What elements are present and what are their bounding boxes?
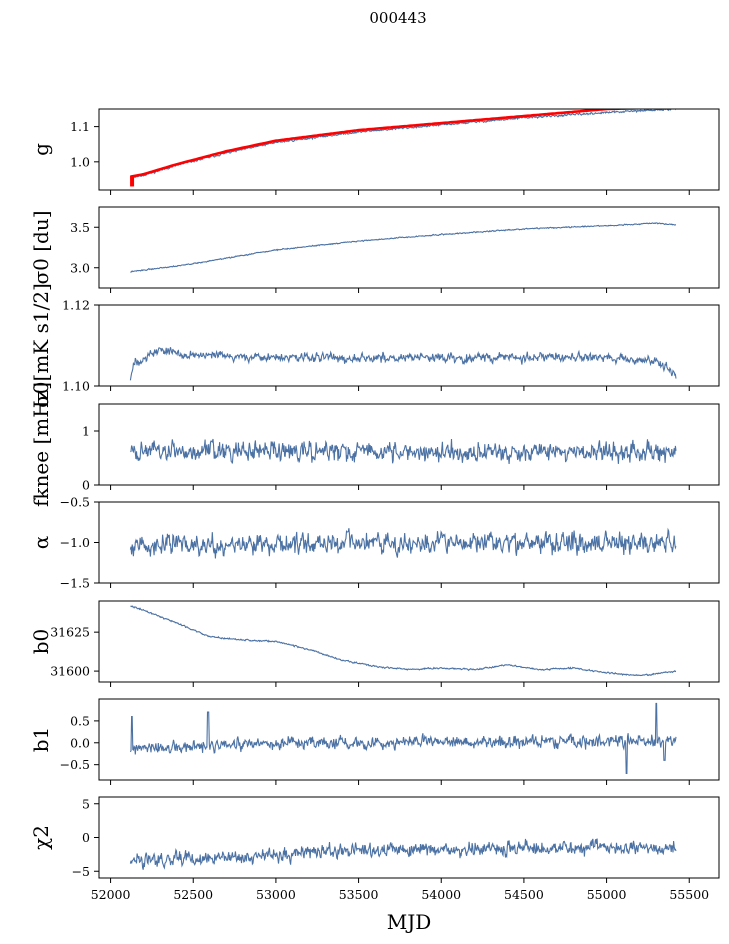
y-tick-label: 5 xyxy=(82,796,90,811)
y-axis-label: fknee [mHz] xyxy=(29,382,53,507)
series-line xyxy=(130,222,676,273)
y-axis-label: χ2 xyxy=(29,825,53,850)
series-line xyxy=(129,838,677,870)
y-tick-label: −0.5 xyxy=(60,495,90,510)
x-tick-label: 53500 xyxy=(339,887,379,902)
figure-title: 000443 xyxy=(369,9,426,27)
y-tick-label: −0.5 xyxy=(60,757,90,772)
x-tick-label: 54000 xyxy=(421,887,461,902)
panel-8: −5 0 5 χ2 xyxy=(29,796,720,883)
series-line xyxy=(129,702,677,774)
y-tick-label: 1.12 xyxy=(62,298,90,313)
panel-5: −1.5 −1.0 −0.5 α xyxy=(29,495,720,591)
y-tick-label: 0 xyxy=(82,830,90,845)
y-tick-label: 0 xyxy=(82,478,90,493)
y-tick-label: 1 xyxy=(82,424,90,439)
series-line xyxy=(130,438,677,464)
x-axis-tick-labels: 52000 52500 53000 53500 54000 54500 55000 55500 xyxy=(91,887,709,902)
y-tick-label: −5 xyxy=(72,864,90,879)
y-axis-label: σ0 [du] xyxy=(29,210,53,284)
panel-7: −0.5 0.0 0.5 b1 xyxy=(29,698,720,785)
x-tick-label: 53000 xyxy=(256,887,296,902)
panel-frame xyxy=(98,108,720,191)
y-tick-label: 0.0 xyxy=(70,735,90,750)
panel-frame xyxy=(98,403,720,486)
overlay-line xyxy=(130,109,660,178)
panel-3: 1.10 1.12 σ0[mK s1/2] xyxy=(29,283,720,408)
series-line xyxy=(129,527,677,559)
x-tick-label: 55500 xyxy=(669,887,709,902)
y-axis-label: α xyxy=(29,536,53,550)
y-tick-label: −1.0 xyxy=(60,535,90,550)
panel-4: 0 1 fknee [mHz] xyxy=(29,382,720,507)
y-tick-label: 1.1 xyxy=(70,119,90,134)
panel-frame xyxy=(98,206,720,289)
y-tick-label: 31625 xyxy=(50,625,90,640)
panel-frame xyxy=(98,698,720,781)
series-line xyxy=(130,605,677,677)
y-tick-label: 3.0 xyxy=(70,260,90,275)
x-tick-label: 54500 xyxy=(504,887,544,902)
x-axis-label: MJD xyxy=(387,910,432,934)
panel-2: 3.0 3.5 σ0 [du] xyxy=(29,206,720,293)
x-tick-label: 55000 xyxy=(587,887,627,902)
panel-frame xyxy=(98,304,720,387)
y-tick-label: 0.5 xyxy=(70,713,90,728)
series-line xyxy=(129,347,677,381)
y-tick-label: 3.5 xyxy=(70,220,90,235)
y-tick-label: 1.10 xyxy=(62,379,90,394)
panel-frame xyxy=(98,600,720,683)
y-axis-label: σ0[mK s1/2] xyxy=(29,283,53,408)
panel-1: 1.0 1.1 g xyxy=(29,108,720,195)
x-tick-label: 52500 xyxy=(173,887,213,902)
x-tick-label: 52000 xyxy=(91,887,131,902)
y-tick-label: 31600 xyxy=(50,664,90,679)
series-line xyxy=(129,109,677,179)
y-tick-label: −1.5 xyxy=(60,576,90,591)
panel-frame xyxy=(98,796,720,879)
y-axis-label: b0 xyxy=(29,629,53,655)
y-axis-label: g xyxy=(29,143,53,156)
y-tick-label: 1.0 xyxy=(70,154,90,169)
y-axis-label: b1 xyxy=(29,727,53,753)
